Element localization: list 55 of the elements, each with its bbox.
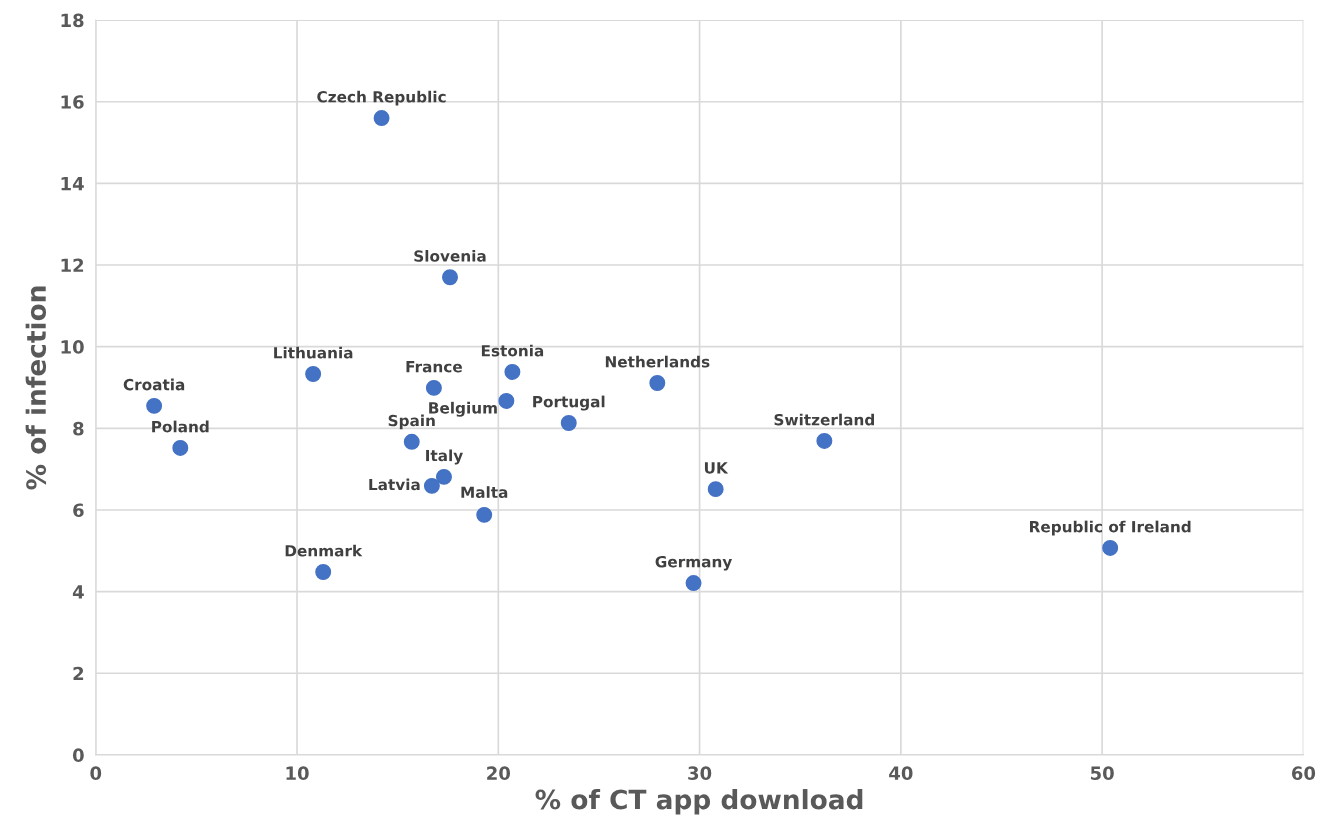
x-tick-label: 30 (688, 766, 712, 780)
point (305, 366, 322, 382)
point (498, 392, 515, 409)
point (442, 269, 458, 286)
point (707, 481, 724, 498)
annotation: Italy (426, 449, 463, 465)
annotation: Estonia (481, 344, 544, 357)
annotation: UK (704, 462, 729, 474)
annotation: Netherlands (605, 355, 710, 368)
point (315, 564, 332, 580)
y-tick-label: 14 (61, 177, 84, 191)
point (146, 397, 163, 414)
annotation: Portugal (533, 395, 605, 411)
annotation: Republic of Ireland (1030, 520, 1191, 536)
y-tick-label: 16 (61, 95, 84, 109)
y-tick-label: 0 (72, 748, 84, 763)
y-tick-label: 10 (61, 340, 84, 354)
y-tick-label: 12 (61, 258, 84, 272)
x-tick-label: 50 (1090, 766, 1114, 780)
annotation: Lithuania (274, 346, 353, 359)
point (504, 363, 521, 380)
annotation: Poland (152, 420, 209, 433)
x-tick-label: 20 (487, 766, 511, 780)
point (423, 477, 440, 494)
y-tick-label: 8 (73, 421, 84, 436)
point (435, 468, 452, 485)
point (816, 432, 833, 449)
annotation: Switzerland (774, 413, 874, 426)
y-tick-label: 6 (73, 503, 84, 518)
point (685, 575, 702, 592)
y-axis-title: % of infection (25, 286, 47, 490)
point (373, 110, 390, 127)
x-tick-label: 60 (1291, 766, 1316, 780)
point (649, 375, 666, 391)
x-axis-title: % of CT app download (535, 789, 863, 815)
point (403, 433, 420, 450)
y-tick-label: 18 (61, 13, 84, 28)
point (560, 415, 577, 431)
annotation: Malta (461, 486, 508, 499)
x-tick-label: 0 (90, 766, 102, 780)
point (476, 506, 493, 523)
annotation: France (406, 361, 462, 373)
annotation: Czech Republic (317, 90, 446, 106)
point (425, 379, 442, 396)
annotation: Slovenia (414, 249, 486, 262)
y-tick-label: 4 (72, 585, 84, 599)
annotation: Germany (655, 555, 733, 571)
x-tick-label: 10 (286, 766, 309, 780)
point (172, 439, 189, 456)
annotation: Latvia (369, 478, 420, 491)
annotation: Denmark (285, 544, 363, 557)
point (1102, 539, 1119, 556)
y-tick-label: 2 (73, 666, 84, 681)
x-tick-label: 40 (889, 766, 913, 780)
annotation: Croatia (123, 378, 185, 391)
